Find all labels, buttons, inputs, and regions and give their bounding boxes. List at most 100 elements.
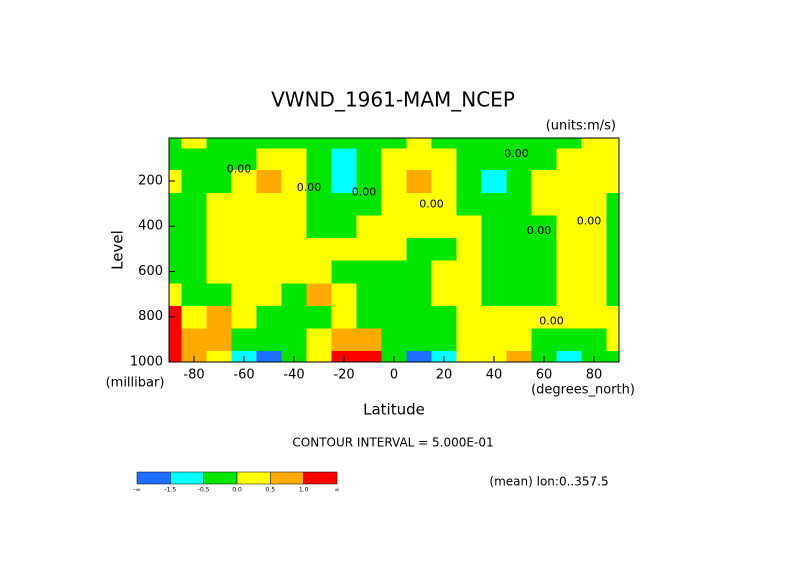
contour-cell xyxy=(331,214,357,239)
contour-cell xyxy=(431,328,457,352)
contour-cell xyxy=(406,138,432,149)
contour-cell xyxy=(606,282,620,306)
contour-cell xyxy=(356,214,382,239)
contour-cell xyxy=(456,260,482,284)
contour-cell xyxy=(456,282,482,306)
x-tick-label: 40 xyxy=(486,368,503,383)
contour-cell xyxy=(256,148,282,171)
contour-cell xyxy=(181,237,207,261)
contour-cell xyxy=(531,214,557,239)
contour-cell xyxy=(456,138,482,149)
contour-cell xyxy=(169,260,182,284)
contour-cell xyxy=(556,328,582,352)
contour-cell xyxy=(381,138,407,149)
contour-cell xyxy=(281,169,307,193)
contour-cell xyxy=(581,214,607,239)
contour-label: 0.00 xyxy=(297,181,322,194)
contour-cell xyxy=(331,148,357,171)
contour-cell xyxy=(581,148,607,171)
contour-cell xyxy=(456,148,482,171)
contour-cell xyxy=(456,169,482,193)
y-tick-label: 400 xyxy=(138,219,163,234)
y-tick-label: 600 xyxy=(138,264,163,279)
x-tick-label: -60 xyxy=(233,368,254,383)
contour-cell xyxy=(431,237,457,261)
contour-cell xyxy=(256,214,282,239)
contour-cell xyxy=(169,237,182,261)
footnote: (mean) lon:0..357.5 xyxy=(489,475,608,489)
contour-cell xyxy=(306,214,332,239)
contour-cell xyxy=(281,328,307,352)
contour-cell xyxy=(381,237,407,261)
contour-cell xyxy=(181,260,207,284)
contour-cell xyxy=(356,237,382,261)
contour-cell xyxy=(606,169,620,193)
colorbar-end-label: ∞ xyxy=(335,487,340,494)
contour-label: 0.00 xyxy=(504,147,529,160)
contour-cell xyxy=(181,214,207,239)
x-tick-label: 20 xyxy=(436,368,453,383)
contour-cell xyxy=(169,350,182,363)
colorbar-swatch xyxy=(203,471,238,485)
contour-cell xyxy=(506,237,532,261)
contour-cell xyxy=(506,148,532,171)
contour-cell xyxy=(206,328,232,352)
contour-label: 0.00 xyxy=(352,185,377,198)
contour-cell xyxy=(256,237,282,261)
contour-cell xyxy=(581,237,607,261)
colorbar-swatch xyxy=(236,471,271,485)
contour-cell xyxy=(356,282,382,306)
contour-cell xyxy=(306,169,332,193)
contour-cell xyxy=(256,350,282,363)
contour-cell xyxy=(431,282,457,306)
contour-cell xyxy=(356,350,382,363)
contour-cell xyxy=(206,169,232,193)
contour-cell xyxy=(281,148,307,171)
contour-cell xyxy=(231,138,257,149)
contour-cell xyxy=(481,282,507,306)
contour-cell xyxy=(169,328,182,352)
contour-cell xyxy=(406,305,432,329)
contour-label: 0.00 xyxy=(227,163,252,176)
contour-cell xyxy=(556,237,582,261)
y-axis-label: Level xyxy=(109,230,127,270)
contour-cell xyxy=(231,282,257,306)
contour-cell xyxy=(531,237,557,261)
x-tick-label: -20 xyxy=(333,368,354,383)
contour-cell xyxy=(256,328,282,352)
contour-cell xyxy=(256,138,282,149)
contour-cell xyxy=(531,282,557,306)
contour-cell xyxy=(181,138,207,149)
x-tick-label: -80 xyxy=(183,368,204,383)
contour-cell xyxy=(431,305,457,329)
contour-cell xyxy=(281,138,307,149)
contour-cell xyxy=(181,192,207,216)
contour-cell xyxy=(556,169,582,193)
contour-cell xyxy=(331,237,357,261)
contour-cell xyxy=(181,169,207,193)
contour-cell xyxy=(456,237,482,261)
contour-cell xyxy=(306,260,332,284)
contour-cell xyxy=(381,192,407,216)
contour-cell xyxy=(581,192,607,216)
contour-cell xyxy=(231,148,257,171)
contour-cell xyxy=(481,214,507,239)
contour-cell xyxy=(306,192,332,216)
contour-cell xyxy=(531,305,557,329)
contour-cell xyxy=(356,169,382,193)
contour-cell xyxy=(169,282,182,306)
contour-cell xyxy=(381,148,407,171)
contour-cell xyxy=(506,350,532,363)
contour-cell xyxy=(281,192,307,216)
contour-cell xyxy=(231,260,257,284)
contour-cell xyxy=(431,138,457,149)
contour-cell xyxy=(556,260,582,284)
contour-cell xyxy=(456,214,482,239)
contour-cell xyxy=(456,305,482,329)
colorbar-swatch xyxy=(270,471,304,485)
contour-cell xyxy=(206,260,232,284)
contour-cell xyxy=(231,192,257,216)
contour-cell xyxy=(531,138,557,149)
colorbar-swatch xyxy=(170,471,204,485)
